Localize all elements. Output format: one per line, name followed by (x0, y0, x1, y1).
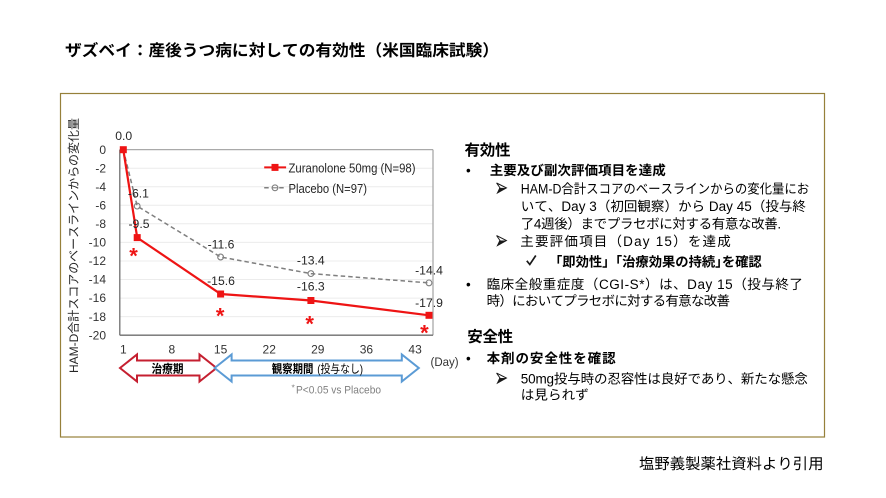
svg-text:HAM-D合計スコアのベースラインからの変化量にお: HAM-D合計スコアのベースラインからの変化量にお (521, 181, 809, 196)
svg-text:(Day): (Day) (431, 355, 459, 369)
svg-text:50mg投与時の忍容性は良好であり、新たな懸念: 50mg投与時の忍容性は良好であり、新たな懸念 (521, 371, 808, 386)
svg-text:0: 0 (99, 143, 106, 157)
svg-text:-16: -16 (89, 291, 107, 305)
svg-text:主要評価項目（Day 15）を達成: 主要評価項目（Day 15）を達成 (520, 234, 730, 249)
svg-text:-6.1: -6.1 (128, 186, 149, 200)
svg-text:-20: -20 (89, 328, 107, 342)
svg-text:36: 36 (360, 343, 374, 357)
svg-text:-4: -4 (95, 180, 106, 194)
svg-text:-2: -2 (95, 161, 106, 175)
svg-text:は見られず: は見られず (521, 387, 589, 402)
svg-text:「即効性」｢治療効果の持続｣を確認: 「即効性」｢治療効果の持続｣を確認 (549, 254, 762, 269)
svg-text:P<0.05 vs Placebo: P<0.05 vs Placebo (296, 385, 381, 397)
svg-text:-16.3: -16.3 (297, 279, 325, 293)
svg-text:HAM-D合計スコアのベースラインからの変化量: HAM-D合計スコアのベースラインからの変化量 (67, 118, 81, 373)
svg-text:治療期: 治療期 (152, 362, 184, 376)
svg-text:Zuranolone 50mg (N=98): Zuranolone 50mg (N=98) (289, 162, 416, 176)
svg-text:*: * (216, 304, 225, 329)
svg-text:-11.6: -11.6 (208, 238, 235, 252)
svg-text:安全性: 安全性 (467, 328, 513, 346)
svg-text:1: 1 (120, 343, 127, 357)
svg-text:主要及び副次評価項目を達成: 主要及び副次評価項目を達成 (490, 163, 667, 178)
svg-text:Placebo (N=97): Placebo (N=97) (289, 182, 368, 196)
svg-text:観察期間: 観察期間 (272, 362, 314, 376)
svg-text:*: * (129, 243, 138, 268)
svg-text:本剤の安全性を確認: 本剤の安全性を確認 (487, 351, 616, 366)
svg-text:-14.4: -14.4 (415, 264, 443, 278)
svg-text:-9.5: -9.5 (128, 217, 149, 231)
svg-text:了4週後）までプラセボに対する有意な改善.: 了4週後）までプラセボに対する有意な改善. (521, 216, 781, 231)
svg-text:43: 43 (408, 343, 422, 357)
svg-text:22: 22 (263, 343, 277, 357)
svg-text:15: 15 (214, 343, 228, 357)
svg-text:0.0: 0.0 (115, 129, 132, 143)
svg-text:-18: -18 (89, 310, 107, 324)
svg-text:•: • (466, 277, 471, 292)
svg-text:•: • (466, 163, 471, 178)
svg-text:8: 8 (169, 343, 176, 357)
svg-text:いて、Day 3（初回観察）から Day 45（投与終: いて、Day 3（初回観察）から Day 45（投与終 (521, 199, 807, 214)
svg-text:*: * (305, 312, 314, 337)
svg-text:-14: -14 (89, 273, 107, 287)
svg-text:臨床全般重症度（CGI-S*）は、Day 15（投与終了: 臨床全般重症度（CGI-S*）は、Day 15（投与終了 (487, 277, 803, 292)
svg-text:有効性: 有効性 (465, 142, 511, 160)
svg-text:時）においてプラセボに対する有意な改善: 時）においてプラセボに対する有意な改善 (487, 294, 730, 309)
svg-text:塩野義製薬社資料より引用: 塩野義製薬社資料より引用 (639, 456, 824, 473)
svg-text:-10: -10 (89, 236, 107, 250)
svg-text:-17.9: -17.9 (415, 296, 443, 310)
svg-text:*: * (292, 383, 296, 393)
svg-text:*: * (420, 321, 429, 346)
svg-text:(投与なし): (投与なし) (317, 362, 363, 376)
svg-text:29: 29 (311, 343, 325, 357)
svg-text:-15.6: -15.6 (207, 274, 235, 288)
svg-text:ザズベイ：産後うつ病に対しての有効性（米国臨床試験）: ザズベイ：産後うつ病に対しての有効性（米国臨床試験） (65, 41, 499, 60)
svg-text:-12: -12 (89, 254, 107, 268)
svg-text:-8: -8 (95, 217, 106, 231)
svg-text:-13.4: -13.4 (297, 254, 325, 268)
svg-text:-6: -6 (95, 199, 106, 213)
svg-text:•: • (466, 351, 471, 366)
